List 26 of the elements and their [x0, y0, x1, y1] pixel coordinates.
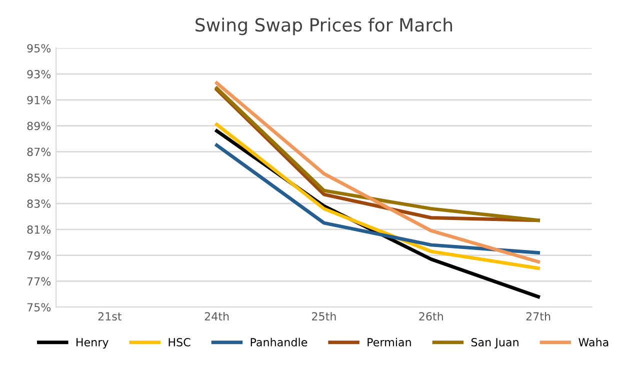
x-tick-label: 21st	[98, 312, 122, 321]
y-tick-label: 81%	[27, 225, 51, 234]
y-tick-label: 91%	[27, 96, 51, 104]
x-tick-label: 26th	[419, 312, 443, 321]
y-tick-label: 87%	[27, 148, 51, 156]
legend-label: Henry	[76, 338, 108, 349]
legend-label: Panhandle	[250, 338, 308, 346]
y-tick-label: 79%	[27, 251, 51, 260]
x-tick-label: 27th	[526, 312, 550, 320]
line-series	[215, 122, 540, 270]
x-tick-label: 24th	[204, 312, 229, 320]
y-tick-label: 75%	[27, 303, 51, 312]
legend-label: Permian	[368, 338, 411, 346]
legend-label: HSC	[168, 338, 190, 346]
y-tick-label: 85%	[27, 174, 51, 182]
y-tick-label: 77%	[27, 277, 51, 286]
y-tick-label: 93%	[27, 70, 51, 78]
y-tick-label: 95%	[27, 44, 51, 52]
legend-label: Waha	[578, 338, 608, 346]
line-series	[215, 81, 540, 264]
chart-title: Swing Swap Prices for March	[196, 18, 452, 36]
line-series	[215, 143, 540, 254]
y-tick-label: 89%	[27, 122, 51, 130]
y-tick-label: 83%	[27, 199, 51, 208]
legend-label: San Juan	[471, 338, 518, 348]
x-tick-label: 25th	[312, 312, 336, 321]
